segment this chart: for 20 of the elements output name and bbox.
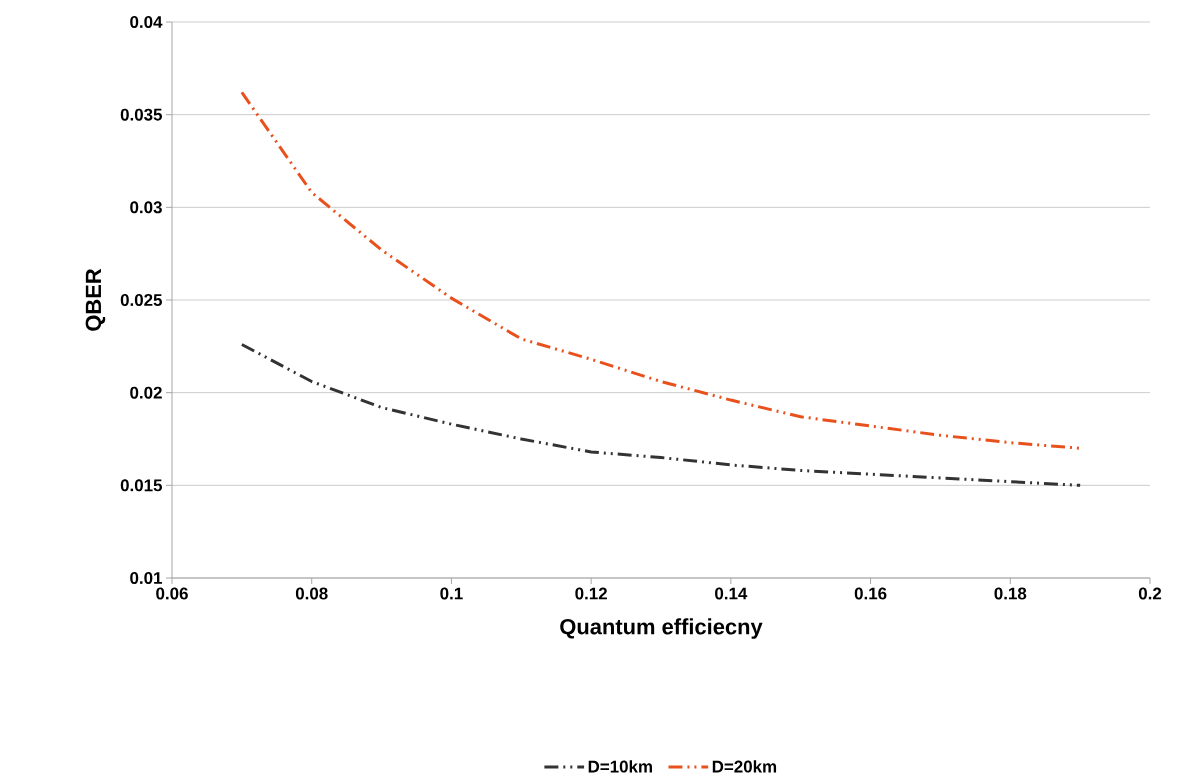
y-tick-label: 0.035 bbox=[120, 108, 163, 121]
x-tick-label: 0.18 bbox=[994, 587, 1027, 600]
x-tick-label: 0.14 bbox=[715, 587, 748, 600]
legend-label: D=20km bbox=[712, 760, 777, 773]
x-tick-label: 0.16 bbox=[854, 587, 887, 600]
y-tick-label: 0.03 bbox=[130, 201, 162, 214]
x-axis-title: Quantum efficiecny bbox=[560, 618, 763, 639]
y-axis-title: QBER bbox=[85, 268, 106, 331]
y-tick-label: 0.015 bbox=[120, 479, 163, 492]
legend-label: D=10km bbox=[588, 760, 652, 773]
y-tick-label: 0.02 bbox=[130, 386, 162, 399]
y-tick-label: 0.04 bbox=[130, 16, 163, 28]
x-tick-label: 0.08 bbox=[295, 587, 328, 600]
y-tick-label: 0.01 bbox=[130, 572, 163, 584]
x-tick-label: 0.06 bbox=[156, 587, 188, 600]
y-tick-label: 0.025 bbox=[120, 294, 163, 306]
x-tick-label: 0.1 bbox=[440, 587, 463, 600]
x-tick-label: 0.2 bbox=[1138, 587, 1162, 600]
line-series bbox=[240, 90, 1082, 450]
x-tick-label: 0.12 bbox=[575, 587, 607, 600]
